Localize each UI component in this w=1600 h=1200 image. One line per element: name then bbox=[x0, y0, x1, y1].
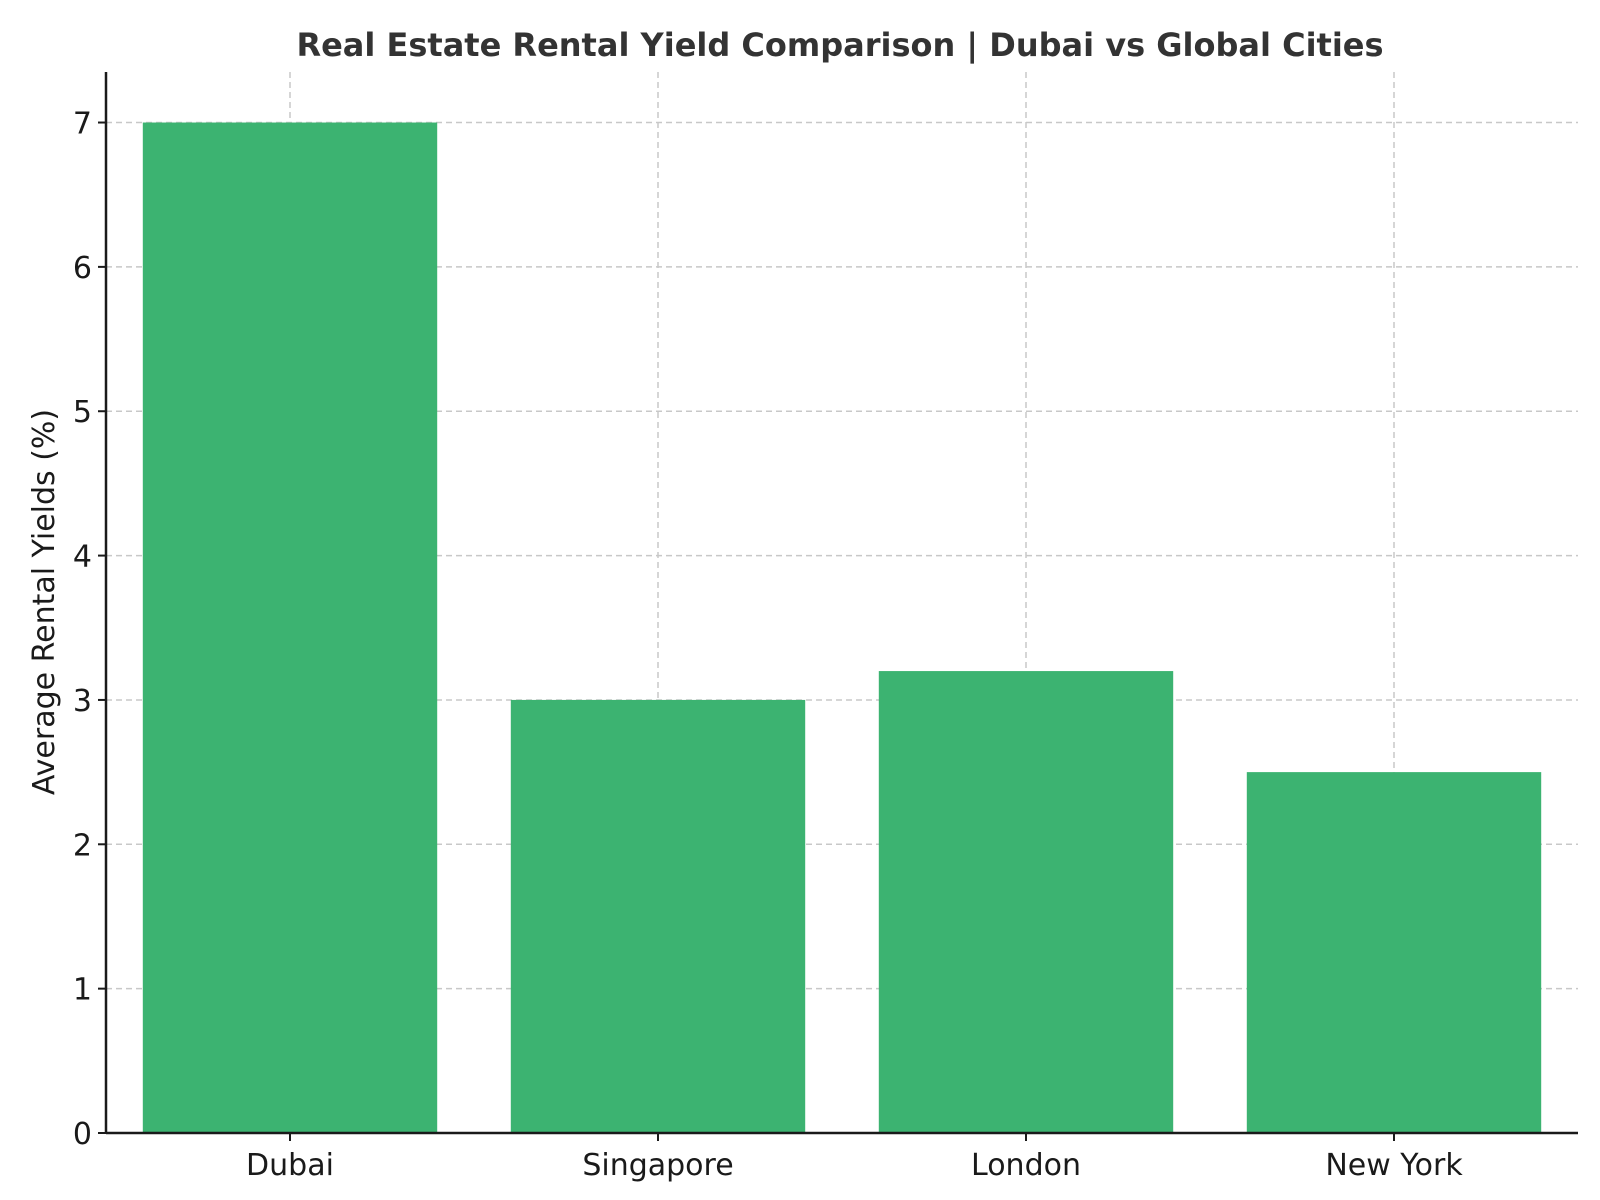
y-axis-label: Average Rental Yields (%) bbox=[27, 409, 62, 795]
y-ticks: 0 1 2 3 4 5 6 7 bbox=[73, 107, 106, 1152]
y-tick-label: 3 bbox=[73, 684, 92, 719]
axes bbox=[104, 72, 1578, 1135]
y-tick-label: 1 bbox=[73, 973, 92, 1008]
bars bbox=[142, 122, 1542, 1134]
y-tick-label: 6 bbox=[73, 251, 92, 286]
x-ticks: Dubai Singapore London New York bbox=[246, 1133, 1463, 1183]
chart-title: Real Estate Rental Yield Comparison | Du… bbox=[296, 26, 1383, 65]
y-tick-label: 5 bbox=[73, 395, 92, 430]
bar-dubai bbox=[142, 122, 438, 1134]
x-tick-label: London bbox=[971, 1148, 1081, 1183]
x-tick-label: Dubai bbox=[246, 1148, 334, 1183]
y-tick-label: 0 bbox=[73, 1117, 92, 1152]
bar-new-york bbox=[1246, 772, 1542, 1133]
x-tick-label: New York bbox=[1325, 1148, 1463, 1183]
y-tick-label: 7 bbox=[73, 107, 92, 142]
y-tick-label: 2 bbox=[73, 828, 92, 863]
x-tick-label: Singapore bbox=[582, 1148, 733, 1183]
y-tick-label: 4 bbox=[73, 540, 92, 575]
bar-singapore bbox=[510, 699, 806, 1133]
bar-london bbox=[878, 671, 1174, 1133]
